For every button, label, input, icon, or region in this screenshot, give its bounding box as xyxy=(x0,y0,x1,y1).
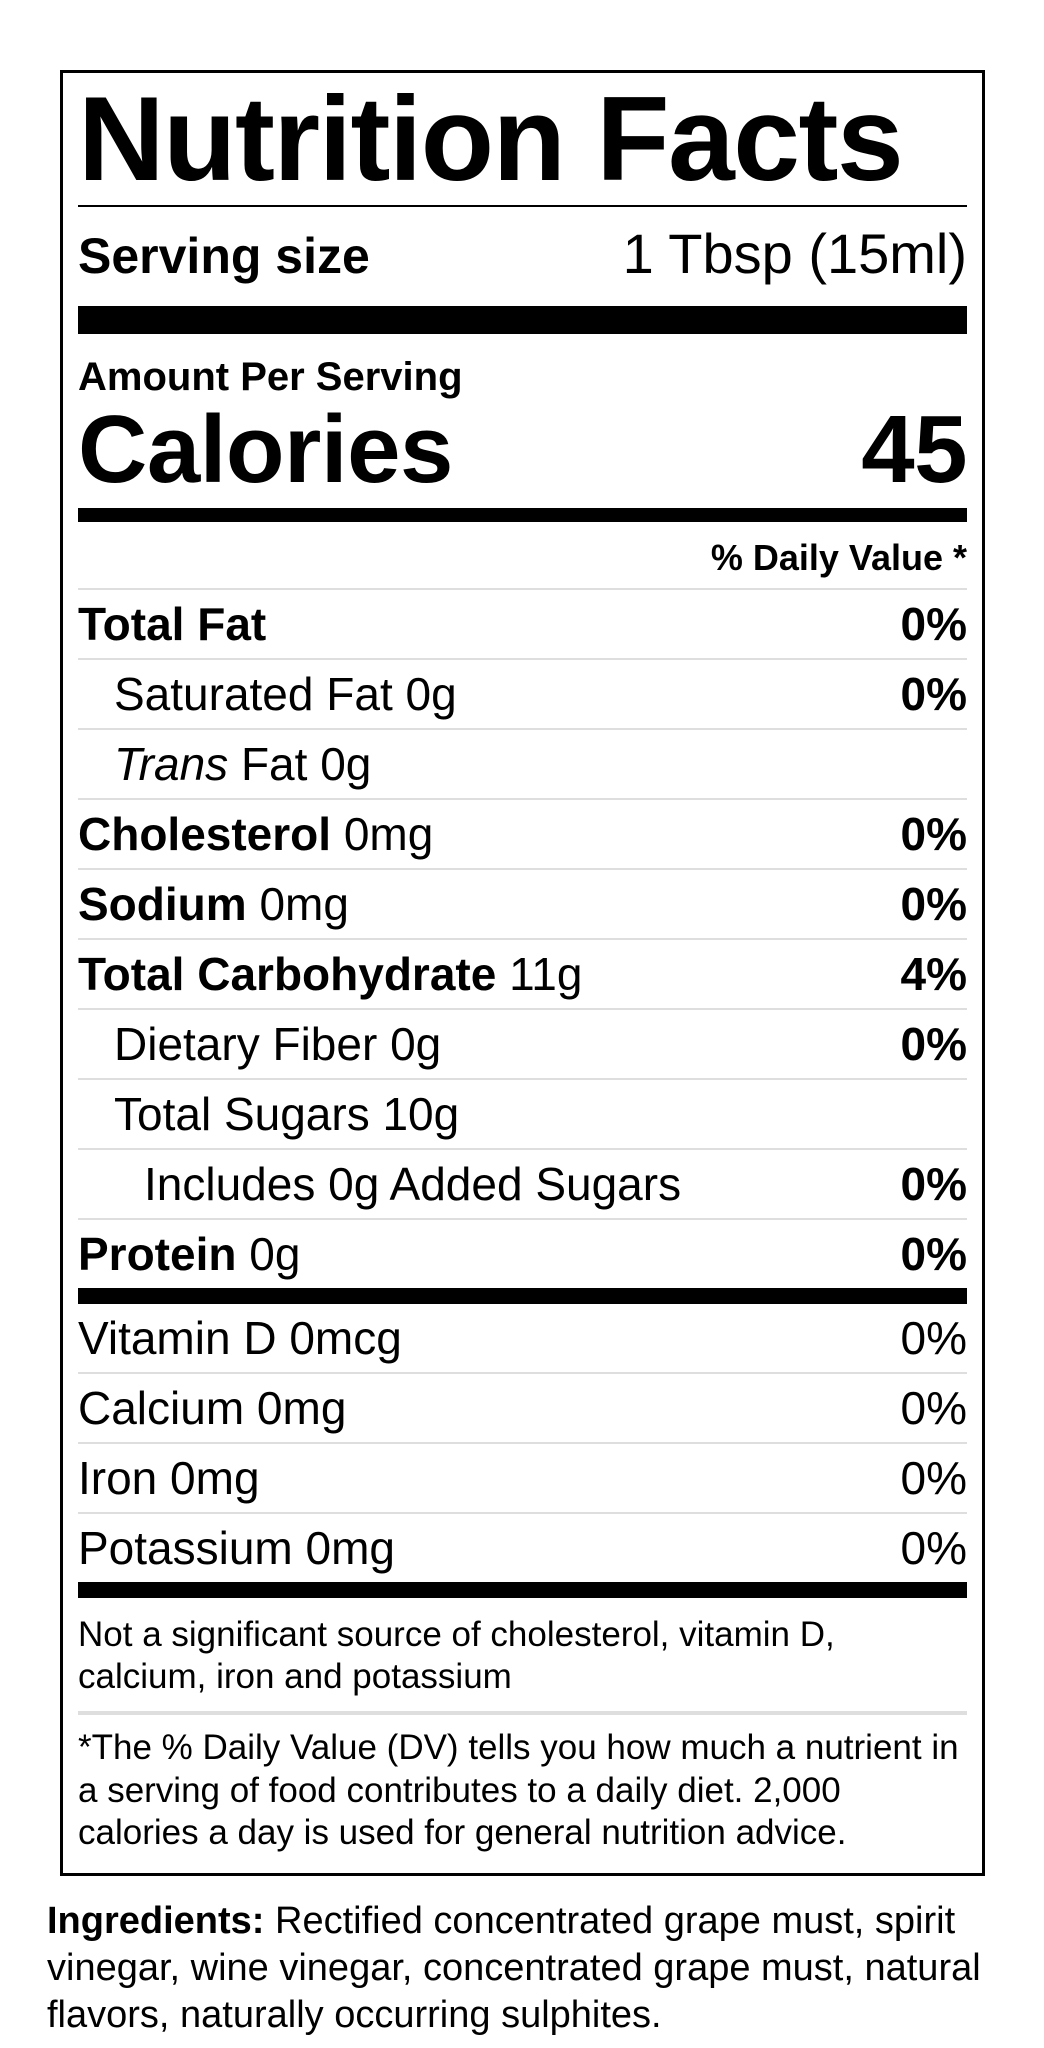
vitamin-name: Vitamin D 0mcg xyxy=(78,1311,402,1364)
nutrient-name-rest: Total Sugars 10g xyxy=(114,1087,460,1140)
calories-value: 45 xyxy=(861,396,967,503)
nutrient-percent: 4% xyxy=(900,947,967,1000)
vitamin-row-iron: Iron 0mg 0% xyxy=(78,1444,967,1514)
nutrient-name: Total Fat xyxy=(78,601,266,647)
nutrient-percent: 0% xyxy=(900,1157,967,1210)
small-divider-bar xyxy=(78,1581,967,1598)
vitamin-row-vitamin-d: Vitamin D 0mcg 0% xyxy=(78,1304,967,1374)
nutrient-name-rest: 0g xyxy=(236,1227,301,1280)
vitamin-percent: 0% xyxy=(900,1381,967,1434)
nutrient-percent: 0% xyxy=(900,1017,967,1070)
thick-divider-bar xyxy=(78,306,967,334)
nutrient-row-total-fat: Total Fat 0% xyxy=(78,590,967,660)
nutrition-facts-panel: Nutrition Facts Serving size 1 Tbsp (15m… xyxy=(60,70,985,1877)
nutrient-name-rest: 11g xyxy=(496,947,583,1000)
serving-size-row: Serving size 1 Tbsp (15ml) xyxy=(78,207,967,306)
nutrient-name-italic: Trans xyxy=(114,737,229,790)
calories-row: Calories 45 xyxy=(78,402,967,498)
serving-size-label: Serving size xyxy=(78,228,370,284)
vitamin-percent: 0% xyxy=(900,1451,967,1504)
nutrient-row-cholesterol: Cholesterol 0mg 0% xyxy=(78,800,967,870)
nutrient-name-rest: 0mg xyxy=(331,807,434,860)
vitamin-percent: 0% xyxy=(900,1311,967,1364)
vitamin-percent: 0% xyxy=(900,1521,967,1574)
nutrient-percent: 0% xyxy=(900,667,967,720)
vitamin-row-calcium: Calcium 0mg 0% xyxy=(78,1374,967,1444)
nutrient-name: Total Sugars 10g xyxy=(78,1091,459,1137)
nutrient-name: Sodium 0mg xyxy=(78,881,349,927)
vitamin-name: Potassium 0mg xyxy=(78,1521,396,1574)
daily-value-footnote: *The % Daily Value (DV) tells you how mu… xyxy=(78,1727,959,1853)
serving-size-value: 1 Tbsp (15ml) xyxy=(622,222,967,285)
vitamin-name: Calcium 0mg xyxy=(78,1381,347,1434)
nutrient-name-rest: 0mg xyxy=(246,877,349,930)
nutrient-name-bold: Total Fat xyxy=(78,597,267,650)
nutrient-row-total-carbohydrate: Total Carbohydrate 11g 4% xyxy=(78,940,967,1010)
not-significant-source-note: Not a significant source of cholesterol,… xyxy=(78,1614,835,1697)
nutrient-row-trans-fat: Trans Fat 0g xyxy=(78,730,967,800)
medium-divider-bar xyxy=(78,508,967,522)
nutrient-name-rest: Saturated Fat 0g xyxy=(114,667,457,720)
nutrient-percent: 0% xyxy=(900,877,967,930)
small-divider-bar xyxy=(78,1287,967,1304)
vitamin-row-potassium: Potassium 0mg 0% xyxy=(78,1514,967,1582)
footnote-divider xyxy=(78,1710,967,1715)
nutrient-name: Includes 0g Added Sugars xyxy=(78,1161,681,1207)
ingredients-text: Rectified concentrated grape must, spiri… xyxy=(47,1900,981,2037)
nutrient-name-bold: Protein xyxy=(78,1227,237,1280)
nutrient-name: Protein 0g xyxy=(78,1231,300,1277)
nutrient-percent: 0% xyxy=(900,1227,967,1280)
ingredients-label: Ingredients: xyxy=(47,1900,265,1943)
nutrient-name-bold: Sodium xyxy=(78,877,247,930)
amount-per-serving-label: Amount Per Serving xyxy=(78,355,463,399)
nutrient-row-dietary-fiber: Dietary Fiber 0g 0% xyxy=(78,1010,967,1080)
nutrient-row-total-sugars: Total Sugars 10g xyxy=(78,1080,967,1150)
nutrient-name-rest: Fat 0g xyxy=(228,737,372,790)
daily-value-header: % Daily Value * xyxy=(78,522,967,590)
panel-title: Nutrition Facts xyxy=(78,73,967,207)
nutrient-name: Cholesterol 0mg xyxy=(78,811,433,857)
nutrient-name: Saturated Fat 0g xyxy=(78,671,457,717)
nutrient-name-rest: Includes 0g Added Sugars xyxy=(144,1157,682,1210)
nutrient-row-sodium: Sodium 0mg 0% xyxy=(78,870,967,940)
nutrient-percent: 0% xyxy=(900,597,967,650)
nutrient-row-added-sugars: Includes 0g Added Sugars 0% xyxy=(78,1150,967,1220)
vitamin-name: Iron 0mg xyxy=(78,1451,260,1504)
nutrient-name: Trans Fat 0g xyxy=(78,741,371,787)
nutrient-row-saturated-fat: Saturated Fat 0g 0% xyxy=(78,660,967,730)
nutrient-name-rest: Dietary Fiber 0g xyxy=(114,1017,442,1070)
nutrient-name: Dietary Fiber 0g xyxy=(78,1021,441,1067)
nutrient-row-protein: Protein 0g 0% xyxy=(78,1220,967,1288)
nutrient-percent: 0% xyxy=(900,807,967,860)
calories-label: Calories xyxy=(78,396,453,503)
ingredients-section: Ingredients: Rectified concentrated grap… xyxy=(47,1898,1000,2039)
nutrient-name-bold: Cholesterol xyxy=(78,807,332,860)
nutrient-name: Total Carbohydrate 11g xyxy=(78,951,582,997)
nutrient-name-bold: Total Carbohydrate xyxy=(78,947,497,1000)
